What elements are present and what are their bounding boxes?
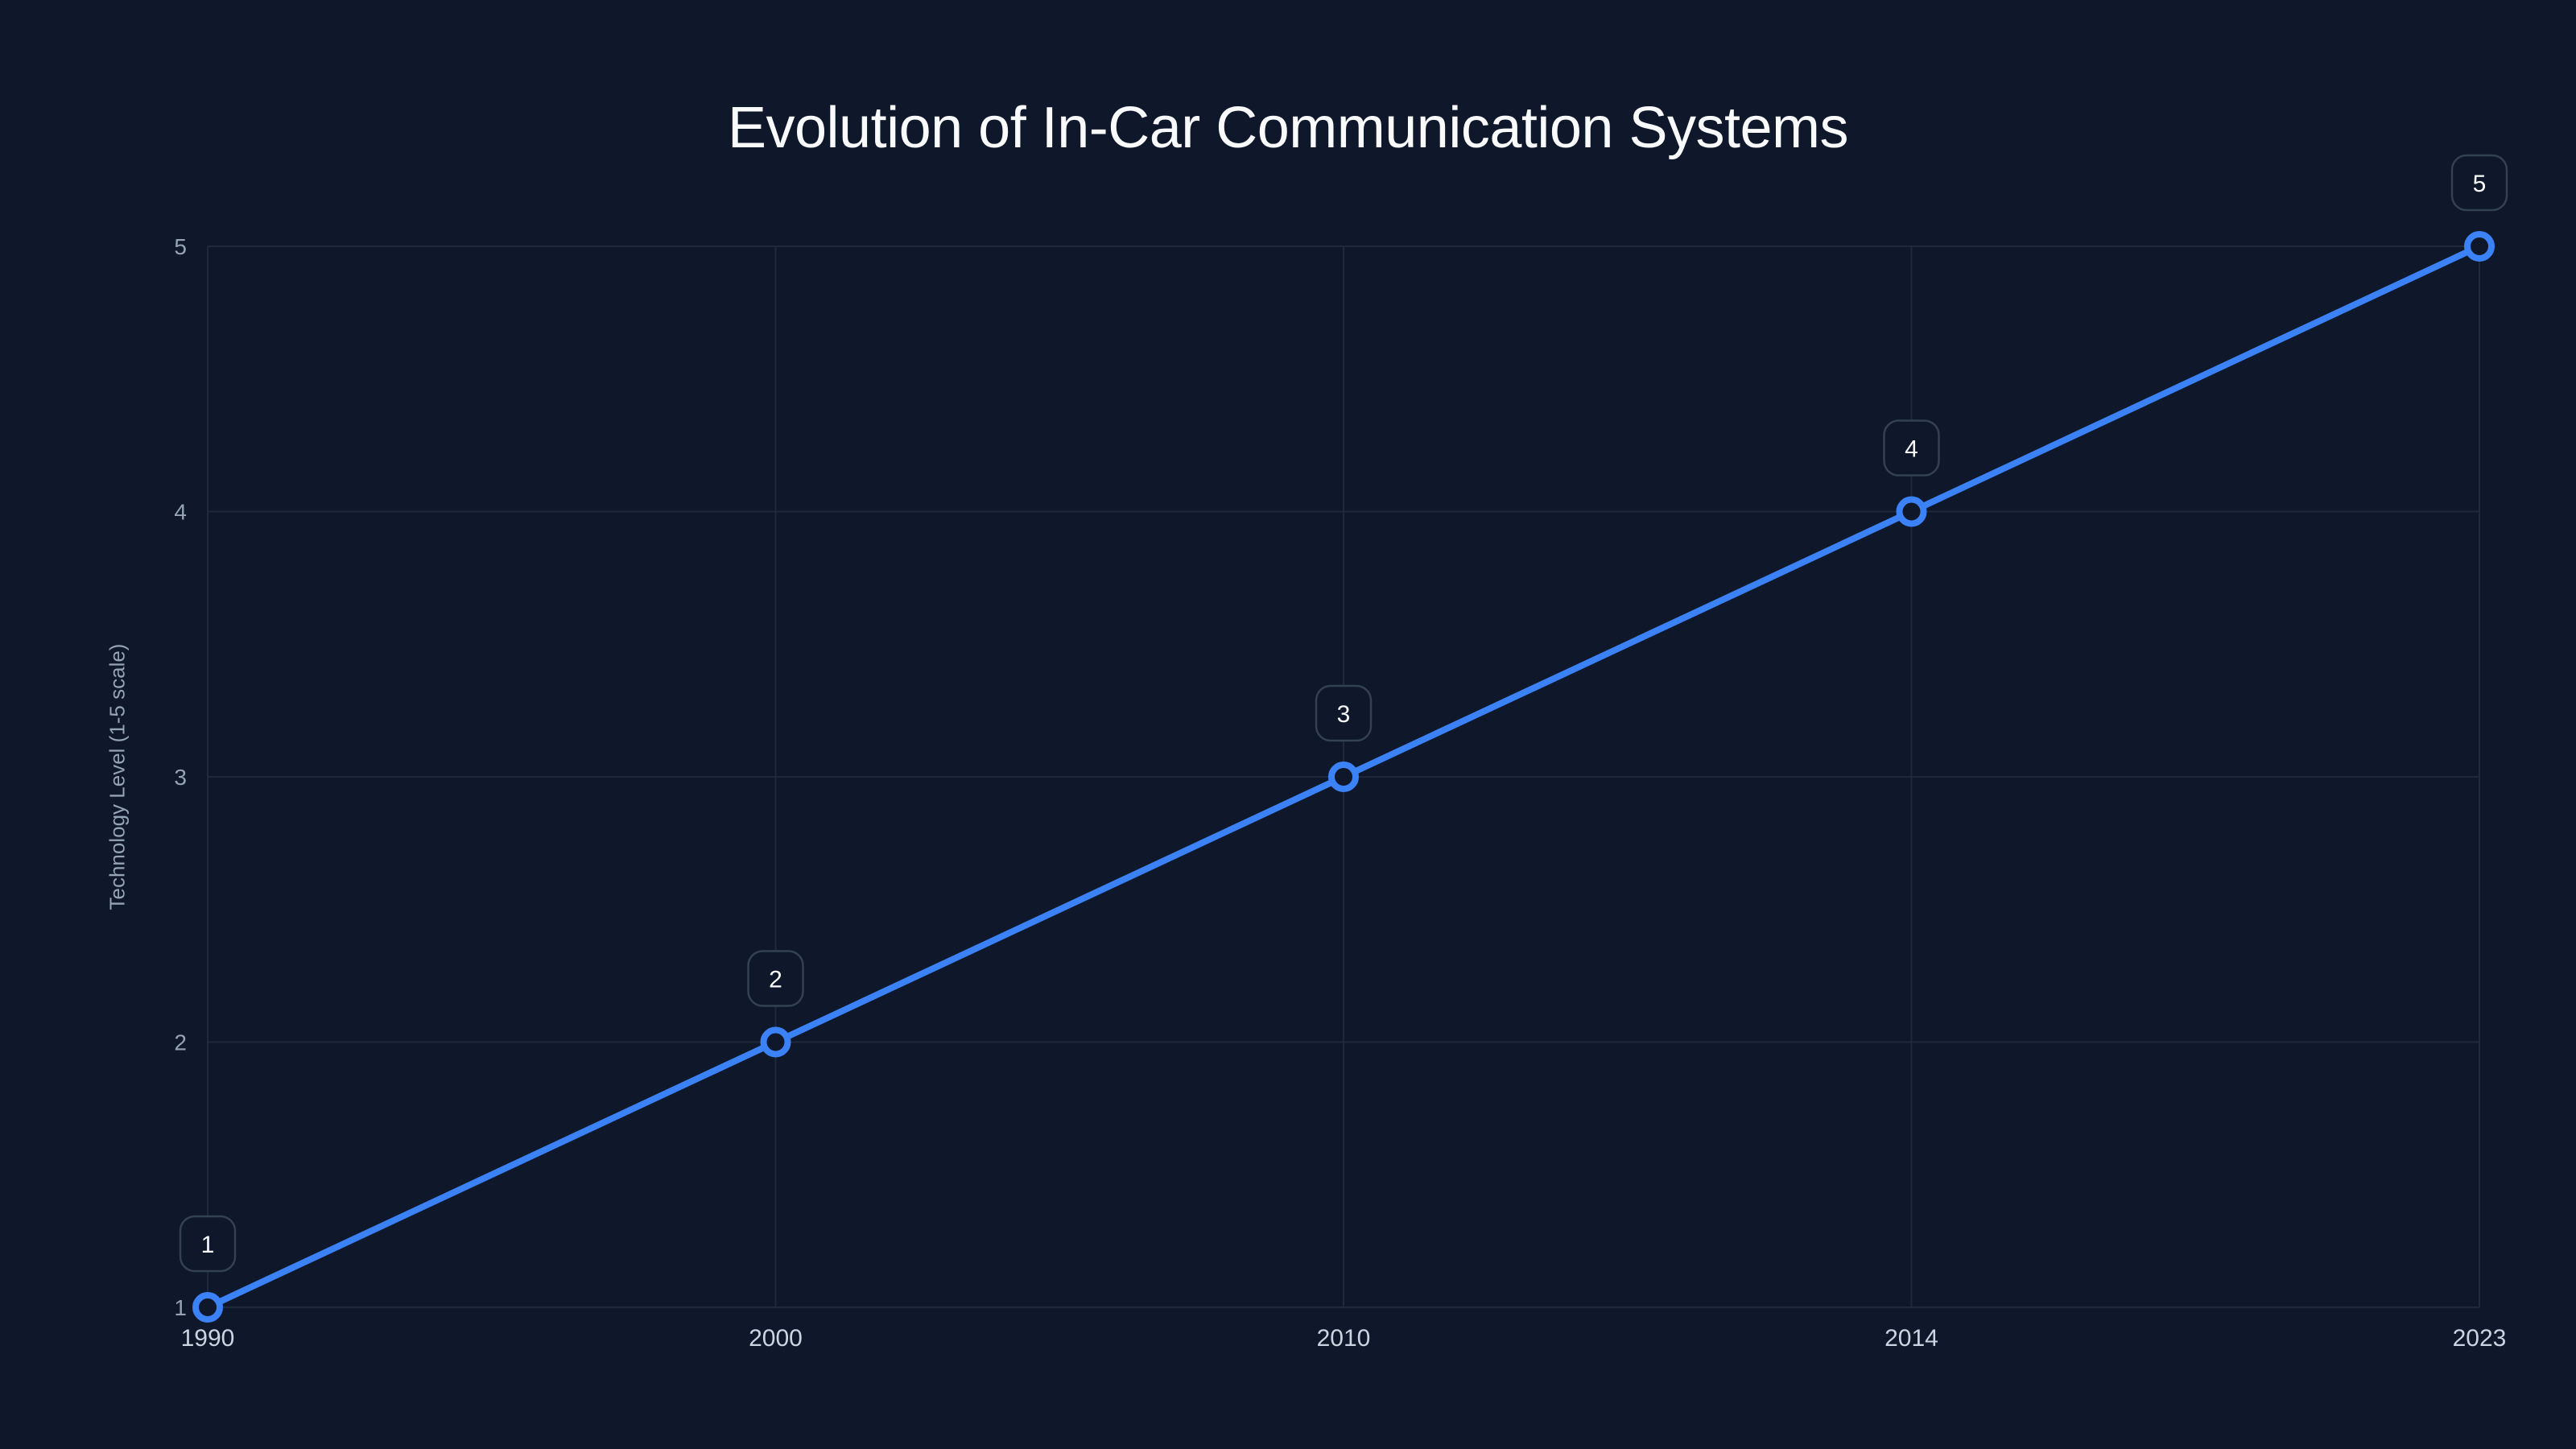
data-point-marker[interactable] — [1328, 762, 1359, 792]
data-series — [192, 231, 2495, 1323]
y-tick-label: 5 — [174, 234, 187, 259]
data-label-text: 4 — [1905, 436, 1918, 463]
y-tick-label: 2 — [174, 1030, 187, 1055]
data-label-text: 2 — [769, 967, 782, 993]
data-point-marker[interactable] — [1896, 496, 1927, 527]
data-labels: 1 2 3 4 5 — [179, 154, 2508, 1273]
data-point-marker[interactable] — [760, 1026, 791, 1058]
data-label-badge: 4 — [1883, 419, 1940, 477]
y-axis-ticks: 1 2 3 4 5 — [174, 234, 187, 1320]
x-axis-ticks: 1990 2000 2010 2014 2023 — [181, 1325, 2507, 1352]
y-tick-label: 1 — [174, 1295, 187, 1320]
data-label-text: 1 — [201, 1232, 215, 1258]
data-label-badge: 1 — [179, 1215, 237, 1273]
y-tick-label: 4 — [174, 500, 187, 525]
data-point-marker[interactable] — [192, 1292, 223, 1323]
data-label-badge: 5 — [2450, 154, 2508, 212]
x-tick-label: 2023 — [2453, 1325, 2507, 1352]
x-tick-label: 2000 — [749, 1325, 803, 1352]
data-label-badge: 3 — [1315, 684, 1373, 742]
y-tick-label: 3 — [174, 765, 187, 790]
x-tick-label: 1990 — [181, 1325, 235, 1352]
data-label-text: 3 — [1337, 701, 1351, 728]
data-point-marker[interactable] — [2464, 231, 2495, 262]
data-label-text: 5 — [2473, 171, 2487, 197]
chart-title: Evolution of In-Car Communication System… — [727, 96, 1849, 160]
data-label-badge: 2 — [747, 950, 804, 1007]
x-tick-label: 2014 — [1885, 1325, 1938, 1352]
x-tick-label: 2010 — [1317, 1325, 1371, 1352]
